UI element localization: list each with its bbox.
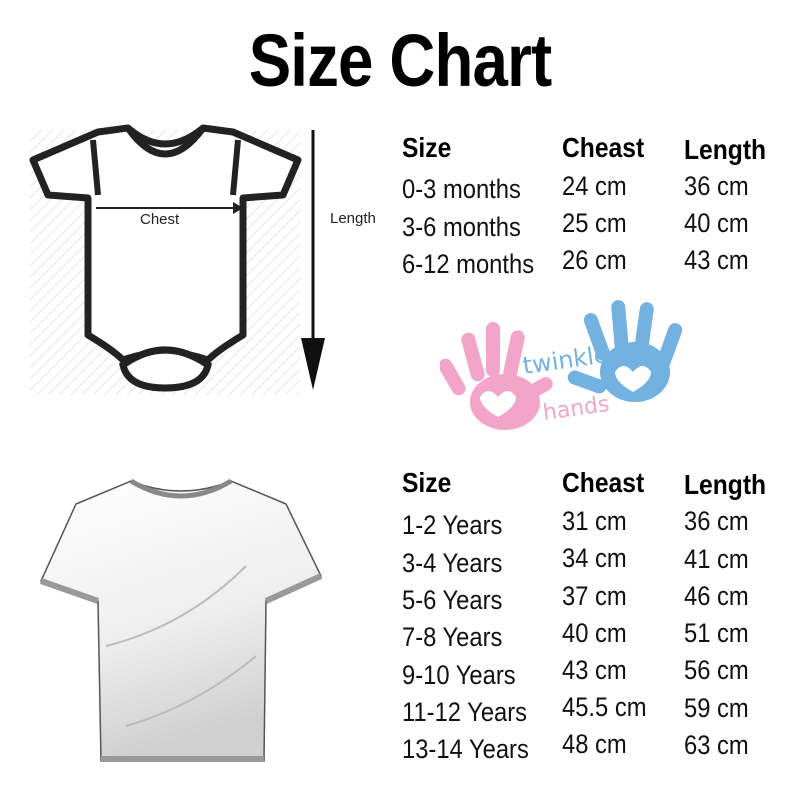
header-length: Length (684, 134, 767, 165)
logo-text-hands: hands (541, 392, 611, 426)
chest-cell: 31 cm (562, 506, 627, 536)
length-cell: 43 cm (684, 245, 749, 275)
chest-cell: 40 cm (562, 618, 627, 648)
size-cell: 11-12 Years (402, 697, 528, 727)
size-cell: 9-10 Years (402, 660, 516, 690)
length-cell: 56 cm (684, 655, 749, 685)
logo-text-twinkle: twinkle (521, 340, 610, 380)
chest-cell: 24 cm (562, 171, 627, 201)
onesie-illustration (29, 124, 302, 395)
size-cell: 3-6 months (402, 212, 521, 242)
size-cell: 0-3 months (402, 174, 521, 204)
header-size: Size (402, 467, 452, 498)
length-cell: 36 cm (684, 506, 749, 536)
length-label: Length (330, 210, 376, 227)
chest-cell: 37 cm (562, 581, 627, 611)
chest-cell: 34 cm (562, 543, 627, 573)
twinkle-hands-logo: twinkle hands (440, 300, 683, 430)
header-size: Size (402, 132, 452, 163)
chest-cell: 43 cm (562, 655, 627, 685)
length-cell: 40 cm (684, 208, 749, 238)
chest-cell: 25 cm (562, 208, 627, 238)
length-cell: 63 cm (684, 730, 749, 760)
chest-cell: 48 cm (562, 729, 627, 759)
size-cell: 6-12 months (402, 249, 535, 279)
length-cell: 36 cm (684, 171, 749, 201)
size-cell: 13-14 Years (402, 734, 529, 764)
header-chest: Cheast (562, 132, 645, 163)
page-title: Size Chart (248, 19, 552, 102)
chest-cell: 45.5 cm (562, 692, 647, 722)
length-cell: 51 cm (684, 618, 749, 648)
length-cell: 46 cm (684, 581, 749, 611)
length-cell: 59 cm (684, 693, 749, 723)
length-arrow-icon (301, 130, 325, 390)
size-cell: 7-8 Years (402, 622, 503, 652)
header-chest: Cheast (562, 467, 645, 498)
size-cell: 1-2 Years (402, 510, 503, 540)
length-cell: 41 cm (684, 544, 749, 574)
header-length: Length (684, 469, 767, 500)
size-cell: 5-6 Years (402, 585, 503, 615)
size-cell: 3-4 Years (402, 548, 503, 578)
chest-label: Chest (140, 211, 180, 228)
tshirt-illustration (39, 478, 323, 762)
chest-cell: 26 cm (562, 245, 627, 275)
